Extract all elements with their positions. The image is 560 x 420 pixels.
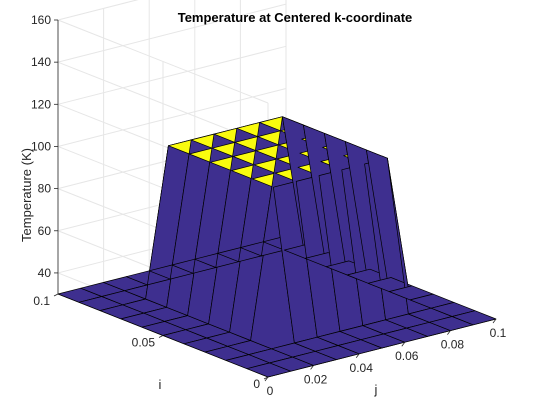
grid-line xyxy=(57,3,287,63)
x-tick-label: 0 xyxy=(267,384,274,398)
y-axis-label: i xyxy=(159,377,162,392)
x-tick-label: 0.02 xyxy=(304,372,328,386)
tick-labels: 0 0.02 0.04 0.06 0.08 0.1 0 0.05 0.1 40 60 80 100 120… xyxy=(31,13,507,398)
y-tick-label: 0.1 xyxy=(33,294,50,308)
grid-line xyxy=(57,19,269,104)
z-tick-label: 60 xyxy=(38,224,52,238)
surface-patch xyxy=(451,310,497,326)
surface-mesh xyxy=(57,116,497,378)
z-axis-label: Temperature (K) xyxy=(19,148,34,242)
z-tick-label: 40 xyxy=(38,266,52,280)
chart-title: Temperature at Centered k-coordinate xyxy=(178,10,413,25)
x-tick-mark xyxy=(310,365,314,370)
y-tick-mark xyxy=(158,335,164,338)
y-tick-label: 0 xyxy=(253,377,260,391)
z-tick-label: 120 xyxy=(31,97,51,111)
x-tick-mark xyxy=(355,353,360,359)
x-axis-label: j xyxy=(374,382,378,397)
y-tick-label: 0.05 xyxy=(132,336,156,350)
x-tick-label: 0.06 xyxy=(395,349,419,363)
z-tick-label: 80 xyxy=(38,182,52,196)
x-tick-mark xyxy=(401,341,406,347)
grid-line xyxy=(57,45,287,105)
z-tick-label: 140 xyxy=(31,55,51,69)
grid-line xyxy=(57,87,287,147)
z-tick-label: 100 xyxy=(31,139,51,153)
y-tick-mark xyxy=(53,293,59,297)
x-tick-label: 0.08 xyxy=(441,338,465,352)
y-tick-mark xyxy=(263,376,269,380)
x-tick-label: 0.1 xyxy=(490,326,507,340)
grid-line xyxy=(57,0,139,21)
x-tick-label: 0.04 xyxy=(350,361,374,375)
z-tick-label: 160 xyxy=(31,13,51,27)
x-tick-mark xyxy=(447,330,451,335)
x-tick-mark xyxy=(492,318,497,324)
